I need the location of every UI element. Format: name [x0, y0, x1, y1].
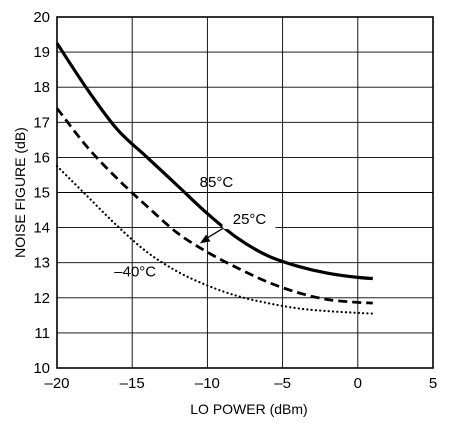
y-tick-label: 13	[33, 255, 50, 272]
label-background	[222, 210, 276, 230]
series-line-dashed	[55, 107, 373, 305]
y-tick-label: 14	[33, 220, 50, 237]
x-tick-label: –20	[44, 375, 69, 392]
plot-frame	[56, 16, 434, 369]
y-tick-label: 17	[33, 114, 50, 131]
x-tick-label: –5	[274, 375, 291, 392]
tick-labels: –20 –15 –10 –5 0 5 10 11 12 13 14 15 16 17 18 19 20	[33, 9, 437, 392]
y-tick-label: 11	[34, 325, 50, 342]
x-tick-label: 0	[354, 375, 362, 392]
x-axis-title: LO POWER (dBm)	[190, 401, 307, 417]
series-group	[55, 42, 374, 315]
x-tick-label: –10	[195, 375, 220, 392]
series-annotation: 25°C	[233, 211, 267, 228]
y-tick-label: 18	[33, 79, 50, 96]
series-annotation: –40°C	[114, 264, 156, 281]
y-tick-label: 10	[33, 360, 50, 377]
y-tick-label: 16	[33, 149, 50, 166]
series-annotation: 85°C	[200, 174, 234, 191]
annotations: 85°C 25°C –40°C	[114, 174, 276, 281]
series-line-dotted	[55, 165, 374, 315]
y-tick-label: 12	[33, 290, 50, 307]
y-tick-label: 19	[33, 44, 50, 61]
arrowhead-icon	[199, 234, 211, 244]
series-line-solid	[55, 42, 373, 281]
y-axis-title: NOISE FIGURE (dB)	[12, 127, 28, 258]
grid	[57, 17, 433, 368]
y-tick-label: 15	[33, 185, 50, 202]
x-tick-label: 5	[429, 375, 437, 392]
y-tick-label: 20	[33, 9, 50, 26]
x-tick-label: –15	[120, 375, 145, 392]
